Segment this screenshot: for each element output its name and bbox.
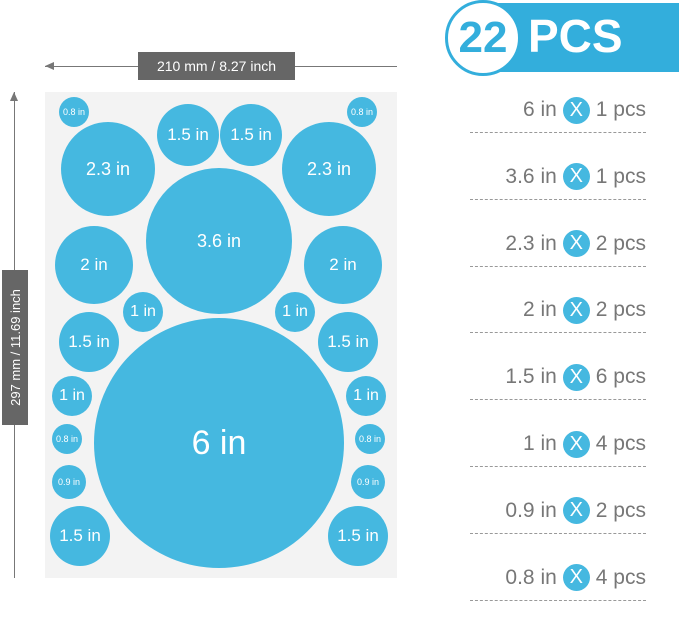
- row-divider: [470, 599, 646, 601]
- height-label: 297 mm / 11.69 inch: [2, 270, 28, 425]
- circle-sticker: 1.5 in: [50, 506, 110, 566]
- times-icon: X: [562, 163, 590, 191]
- height-arrowhead-icon: [10, 92, 18, 101]
- circle-size-label: 0.8 in: [350, 107, 374, 117]
- times-icon: X: [562, 296, 590, 324]
- circle-size-label: 6 in: [191, 423, 247, 462]
- unit-text: PCS: [528, 10, 623, 62]
- width-arrowhead-icon: [45, 62, 54, 70]
- qty-text: 2 pcs: [595, 298, 646, 322]
- circle-size-label: 0.8 in: [62, 107, 86, 117]
- circle-sticker: 6 in: [94, 318, 344, 568]
- circle-size-label: 3.6 in: [196, 230, 242, 251]
- circle-sticker: 1.5 in: [59, 312, 119, 372]
- row-divider: [470, 466, 646, 467]
- qty-text: 1 pcs: [595, 164, 646, 188]
- size-text: 1 in: [522, 432, 557, 455]
- times-icon: X: [562, 497, 590, 525]
- qty-text: 1 pcs: [595, 98, 646, 121]
- circle-sticker: 2 in: [55, 226, 133, 304]
- circle-sticker: 0.8 in: [52, 424, 82, 454]
- row-divider: [470, 198, 646, 200]
- row-divider: [470, 332, 646, 334]
- circle-sticker: 3.6 in: [146, 168, 292, 314]
- circle-size-label: 2.3 in: [306, 158, 352, 179]
- qty-text: 4 pcs: [595, 565, 646, 589]
- size-text: 2.3 in: [505, 231, 557, 255]
- circle-sticker: 0.9 in: [52, 465, 86, 499]
- times-icon: X: [562, 230, 590, 258]
- times-icon: X: [562, 430, 590, 458]
- size-text: 0.9 in: [505, 498, 557, 522]
- circle-sticker: 1.5 in: [328, 506, 388, 566]
- quantity-row: 1 in X 4 pcs: [470, 429, 646, 459]
- circle-size-label: 1 in: [59, 387, 85, 404]
- circle-sticker: 2.3 in: [282, 122, 376, 216]
- circle-size-label: 0.9 in: [57, 477, 81, 487]
- circle-size-label: 2 in: [329, 255, 357, 274]
- qty-text: 6 pcs: [595, 365, 646, 389]
- qty-text: 4 pcs: [595, 432, 646, 455]
- quantity-row: 6 in X 1 pcs: [470, 95, 646, 125]
- quantity-row: 1.5 in X 6 pcs: [470, 362, 646, 392]
- circle-sticker: 1.5 in: [318, 312, 378, 372]
- circle-size-label: 1.5 in: [327, 332, 369, 351]
- circle-size-label: 0.8 in: [358, 434, 382, 444]
- size-text: 6 in: [522, 98, 557, 121]
- row-divider: [470, 399, 646, 401]
- quantity-row: 0.8 in X 4 pcs: [470, 563, 646, 593]
- quantity-row: 2.3 in X 2 pcs: [470, 229, 646, 259]
- size-text: 0.8 in: [505, 565, 557, 589]
- circle-sticker: 2 in: [304, 226, 382, 304]
- qty-text: 2 pcs: [595, 498, 646, 522]
- times-icon: X: [562, 96, 590, 124]
- circle-size-label: 1.5 in: [167, 125, 209, 144]
- quantity-row: 3.6 in X 1 pcs: [470, 162, 646, 192]
- count-text: 22: [458, 13, 508, 62]
- quantity-row: 2 in X 2 pcs: [470, 295, 646, 325]
- quantity-row: 0.9 in X 2 pcs: [470, 496, 646, 526]
- circle-size-label: 1 in: [353, 387, 379, 404]
- row-divider: [470, 265, 646, 267]
- circle-size-label: 1.5 in: [337, 526, 379, 545]
- circle-size-label: 1.5 in: [68, 332, 110, 351]
- circle-size-label: 0.8 in: [55, 434, 79, 444]
- circle-sticker: 1 in: [52, 376, 92, 416]
- circle-sticker: 0.8 in: [59, 97, 89, 127]
- circle-sticker: 1 in: [275, 292, 315, 332]
- times-icon: X: [562, 363, 590, 391]
- size-text: 2 in: [522, 298, 557, 322]
- qty-text: 2 pcs: [595, 231, 646, 255]
- circle-size-label: 1.5 in: [230, 125, 272, 144]
- circle-size-label: 2 in: [80, 255, 108, 274]
- row-divider: [470, 532, 646, 534]
- circle-sticker: 0.8 in: [355, 424, 385, 454]
- row-divider: [470, 132, 646, 133]
- circle-sticker: 1 in: [123, 292, 163, 332]
- circle-size-label: 1 in: [130, 303, 156, 320]
- circle-sticker: 0.8 in: [347, 97, 377, 127]
- circle-size-label: 2.3 in: [85, 158, 131, 179]
- circle-sticker: 1.5 in: [220, 104, 282, 166]
- circle-sticker: 1 in: [346, 376, 386, 416]
- count-badge: 22: [445, 0, 521, 76]
- circle-size-label: 1 in: [282, 303, 308, 320]
- circle-size-label: 0.9 in: [356, 477, 380, 487]
- size-text: 3.6 in: [505, 164, 557, 188]
- times-icon: X: [562, 564, 590, 592]
- width-label: 210 mm / 8.27 inch: [138, 52, 295, 80]
- size-text: 1.5 in: [505, 365, 557, 389]
- height-label-text: 297 mm / 11.69 inch: [7, 289, 23, 406]
- circle-sticker: 2.3 in: [61, 122, 155, 216]
- circle-sticker: 1.5 in: [157, 104, 219, 166]
- circle-sticker: 0.9 in: [351, 465, 385, 499]
- circle-size-label: 1.5 in: [59, 526, 101, 545]
